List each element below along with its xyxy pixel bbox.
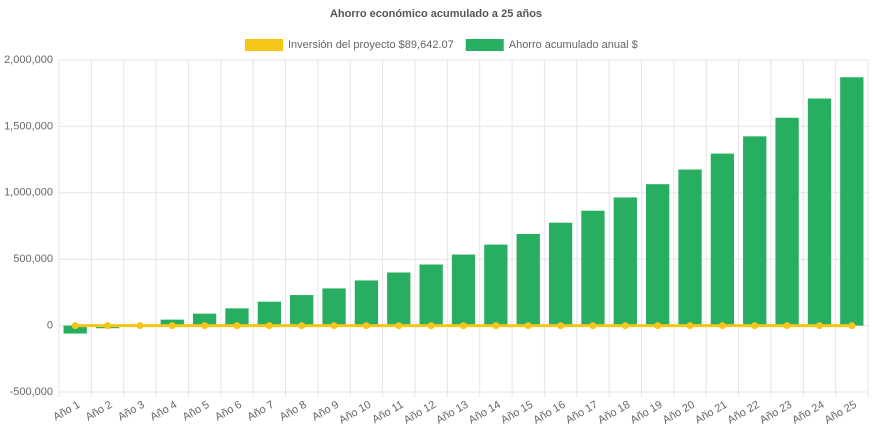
bar — [354, 280, 379, 326]
bar — [613, 197, 637, 326]
legend-swatch — [465, 39, 504, 51]
bar — [451, 254, 476, 326]
x-tick-label: Año 3 — [116, 399, 147, 424]
point — [492, 322, 500, 330]
x-tick-label: Año 8 — [278, 399, 309, 424]
x-tick-label: Año 5 — [181, 399, 212, 424]
point — [136, 322, 144, 330]
x-tick-label: Año 23 — [758, 399, 794, 427]
x-tick-label: Año 2 — [84, 399, 115, 424]
bar — [548, 222, 573, 326]
point — [104, 322, 112, 330]
bar — [807, 98, 832, 326]
point — [718, 322, 726, 330]
chart-title: Ahorro económico acumulado a 25 años — [330, 8, 542, 20]
x-tick-label: Año 16 — [531, 399, 567, 427]
point — [168, 322, 176, 330]
bar — [646, 184, 670, 326]
x-tick-label: Año 12 — [402, 399, 438, 427]
bar — [678, 169, 702, 326]
y-tick-label: 2,000,000 — [4, 54, 53, 66]
point — [848, 322, 856, 330]
legend-label: Inversión del proyecto $89,642.07 — [288, 39, 454, 51]
bar — [63, 325, 87, 334]
bar — [192, 313, 217, 326]
point — [233, 322, 241, 330]
x-tick-label: Año 21 — [693, 399, 729, 427]
y-tick-label: 1,500,000 — [4, 120, 53, 132]
point — [686, 322, 694, 330]
x-tick-label: Año 9 — [310, 399, 341, 424]
x-tick-label: Año 6 — [213, 399, 244, 424]
y-tick-label: -500,000 — [10, 386, 53, 398]
bar — [775, 117, 799, 326]
legend-swatch — [245, 39, 283, 51]
point — [815, 322, 823, 330]
point — [362, 322, 370, 330]
x-tick-label: Año 25 — [823, 399, 859, 427]
y-tick-label: 0 — [47, 320, 53, 332]
point — [330, 322, 338, 330]
point — [654, 322, 662, 330]
point — [265, 322, 273, 330]
x-tick-label: Año 18 — [596, 399, 632, 427]
x-tick-label: Año 1 — [51, 399, 82, 424]
bar — [257, 301, 281, 326]
point — [298, 322, 306, 330]
bar — [484, 244, 508, 326]
bar — [322, 288, 346, 326]
bar — [840, 77, 864, 326]
x-tick-label: Año 15 — [499, 399, 535, 427]
x-tick-label: Año 10 — [337, 399, 373, 427]
point — [557, 322, 565, 330]
bar — [710, 153, 735, 326]
y-tick-label: 1,000,000 — [4, 187, 53, 199]
x-tick-label: Año 13 — [434, 399, 470, 427]
point — [783, 322, 791, 330]
bar — [516, 233, 540, 326]
point — [427, 322, 435, 330]
point — [589, 322, 597, 330]
bar — [387, 272, 411, 326]
x-tick-label: Año 14 — [467, 399, 503, 427]
x-tick-label: Año 19 — [628, 399, 664, 427]
bar — [581, 210, 605, 326]
point — [460, 322, 467, 330]
x-tick-label: Año 7 — [245, 399, 276, 424]
x-tick-label: Año 24 — [790, 399, 826, 427]
x-tick-label: Año 20 — [661, 399, 697, 427]
bar — [743, 136, 767, 326]
point — [621, 322, 629, 330]
legend-label: Ahorro acumulado anual $ — [509, 39, 638, 51]
point — [71, 322, 79, 330]
bar — [290, 295, 314, 326]
x-tick-label: Año 4 — [148, 399, 179, 424]
point — [524, 322, 532, 330]
y-tick-label: 500,000 — [13, 253, 53, 265]
x-tick-label: Año 11 — [370, 399, 405, 426]
point — [395, 322, 403, 330]
x-tick-label: Año 22 — [725, 399, 761, 427]
x-tick-label: Año 17 — [564, 399, 600, 427]
point — [201, 322, 209, 330]
bar — [225, 308, 249, 326]
bar — [419, 264, 443, 326]
point — [751, 322, 759, 330]
